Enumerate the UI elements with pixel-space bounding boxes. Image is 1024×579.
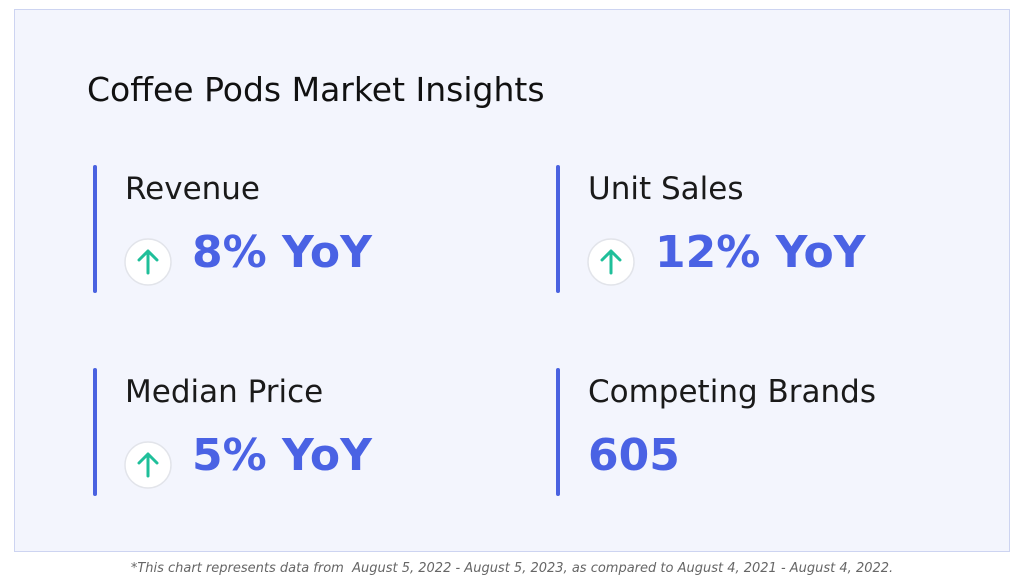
- card: [14, 9, 1010, 552]
- metric-value: 12% YoY: [655, 227, 866, 278]
- metric-value: 5% YoY: [192, 430, 372, 481]
- accent-bar: [556, 165, 560, 293]
- accent-bar: [93, 165, 97, 293]
- up-arrow: [124, 441, 172, 489]
- metric-block: Median Price 5% YoY: [93, 368, 523, 496]
- trend-icon: [123, 237, 173, 291]
- accent-bar: [556, 368, 560, 496]
- footnote: *This chart represents data from August …: [130, 561, 894, 576]
- metric-label: Revenue: [125, 171, 261, 207]
- metric-block: Unit Sales 12% YoY: [556, 165, 986, 293]
- metric-block: Revenue 8% YoY: [93, 165, 523, 293]
- trend-icon: [123, 440, 173, 494]
- metric-value: 605: [588, 430, 680, 481]
- metric-label: Competing Brands: [588, 374, 876, 410]
- accent-bar: [93, 368, 97, 496]
- metric-label: Median Price: [125, 374, 324, 410]
- metric-block: Competing Brands 605: [556, 368, 986, 496]
- metric-label: Unit Sales: [588, 171, 744, 207]
- up-arrow: [124, 238, 172, 286]
- title: Coffee Pods Market Insights: [87, 70, 545, 109]
- metric-value: 8% YoY: [192, 227, 372, 278]
- trend-icon: [586, 237, 636, 291]
- up-arrow: [587, 238, 635, 286]
